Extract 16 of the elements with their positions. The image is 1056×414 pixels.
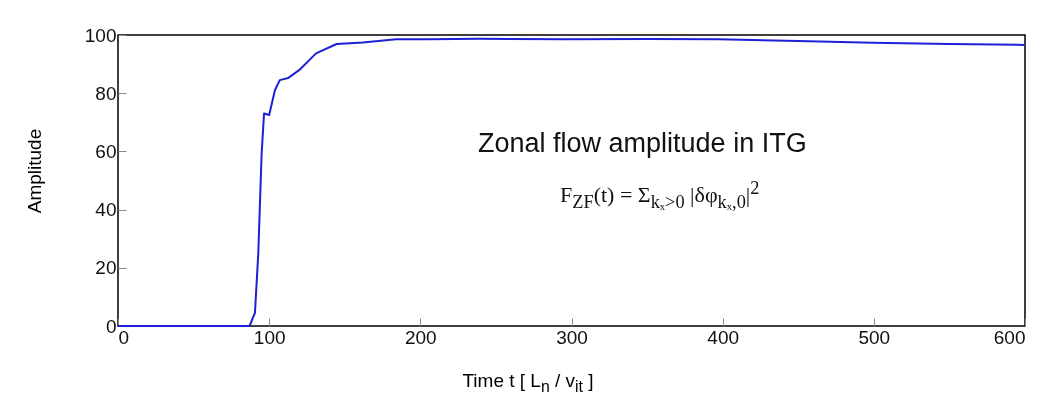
y-tick-label: 80 [95,82,117,104]
x-tick-label: 400 [707,326,740,348]
x-tick-label: 100 [253,326,286,348]
y-tick-label: 20 [95,257,117,279]
y-tick-label: 100 [84,24,117,46]
line-series [117,37,1026,327]
x-axis-title: Time t [ L$_{n}$ / v$_{it}$ ] [461,370,595,396]
annotation: Zonal flow amplitude in ITG [478,128,807,159]
x-tick-label: 600 [993,326,1026,348]
annotation: F$_{ZF}$(t) = Σ$_{kₓ>0}$ |δφ$_{kₓ,0}$|$^{2}$ [560,178,760,213]
y-tick-label: 60 [95,140,117,162]
x-tick-label: 300 [556,326,588,348]
y-axis-title: Amplitude [24,127,46,216]
x-tick-label: 500 [858,326,891,348]
x-tick-label: 200 [404,326,437,348]
y-tick-label: 40 [95,199,117,221]
